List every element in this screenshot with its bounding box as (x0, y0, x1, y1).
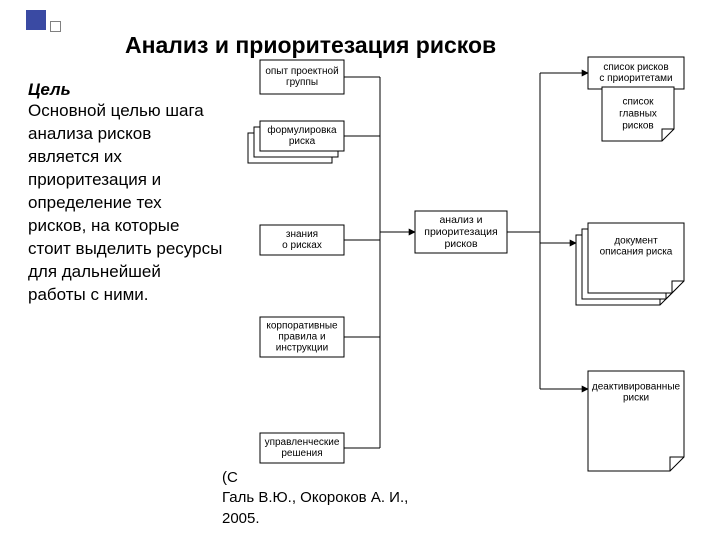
node-out2: документописания риска (576, 223, 684, 305)
node-in4: корпоративныеправила иинструкции (260, 317, 344, 357)
flow-diagram: опыт проектнойгруппы формулировкариска зна… (240, 55, 710, 545)
svg-text:правила и: правила и (278, 332, 325, 343)
decor-square-1 (26, 10, 46, 30)
svg-text:опыт проектной: опыт проектной (265, 66, 338, 77)
svg-text:о рисках: о рисках (282, 240, 322, 251)
goal-text: Основной целью шага анализа рисков являе… (28, 101, 222, 304)
svg-text:управленческие: управленческие (265, 437, 340, 448)
goal-heading: Цель (28, 80, 71, 99)
node-in3: знанияо рисках (260, 225, 344, 255)
svg-text:инструкции: инструкции (276, 343, 328, 354)
svg-text:описания риска: описания риска (600, 247, 673, 258)
goal-block: Цель Основной целью шага анализа рисков … (28, 80, 223, 306)
svg-text:группы: группы (286, 77, 318, 88)
svg-text:с приоритетами: с приоритетами (599, 73, 672, 84)
svg-text:решения: решения (281, 448, 322, 459)
svg-text:корпоративные: корпоративные (266, 321, 338, 332)
decor-square-2 (50, 21, 61, 32)
svg-text:анализ и: анализ и (439, 214, 482, 226)
svg-text:документ: документ (614, 236, 658, 247)
svg-text:деактивированные: деактивированные (592, 382, 681, 393)
node-out1: список рисковс приоритетами (588, 57, 684, 89)
node-center: анализ иприоритезациярисков (415, 211, 507, 253)
node-out1-inset: списокглавныхрисков (602, 87, 674, 141)
svg-text:риски: риски (623, 393, 649, 404)
svg-text:формулировка: формулировка (267, 124, 337, 136)
svg-text:приоритезация: приоритезация (424, 226, 497, 238)
svg-text:главных: главных (619, 109, 657, 120)
node-in5: управленческиерешения (260, 433, 344, 463)
svg-text:знания: знания (286, 229, 318, 240)
svg-text:риска: риска (289, 136, 316, 147)
svg-text:список: список (622, 97, 654, 108)
svg-text:рисков: рисков (444, 238, 478, 250)
node-in2: формулировкариска (248, 121, 344, 163)
node-in1: опыт проектнойгруппы (260, 60, 344, 94)
node-out3: деактивированныериски (588, 371, 684, 471)
svg-text:рисков: рисков (622, 121, 654, 132)
svg-text:список рисков: список рисков (603, 62, 668, 73)
